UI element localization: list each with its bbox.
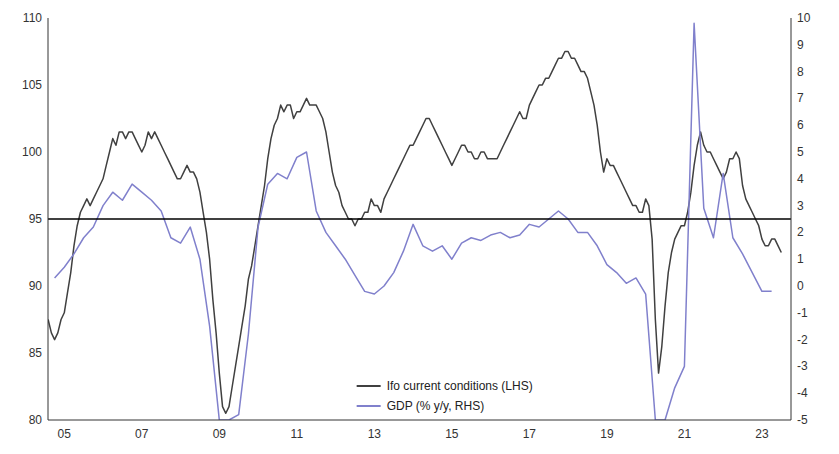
y2-tick-label: -5 [797, 413, 808, 427]
chart: 0507091113151719212380859095100105110-5-… [0, 0, 839, 454]
y2-tick-label: 1 [797, 252, 804, 266]
y2-tick-label: 3 [797, 199, 804, 213]
y-tick-label: 80 [29, 413, 43, 427]
legend-label: GDP (% y/y, RHS) [387, 399, 485, 413]
x-tick-label: 19 [600, 427, 614, 441]
y2-tick-label: 8 [797, 65, 804, 79]
x-tick-label: 07 [135, 427, 149, 441]
plot-area [48, 23, 791, 420]
y2-tick-label: -1 [797, 306, 808, 320]
legend: Ifo current conditions (LHS) GDP (% y/y, … [357, 379, 533, 413]
y-tick-label: 95 [29, 212, 43, 226]
legend-swatch [357, 405, 381, 407]
y-tick-label: 100 [22, 145, 42, 159]
series-line [48, 52, 781, 414]
x-tick-label: 13 [368, 427, 382, 441]
legend-swatch [357, 385, 381, 387]
y2-tick-label: 7 [797, 91, 804, 105]
legend-label: Ifo current conditions (LHS) [387, 379, 533, 393]
y2-tick-label: 2 [797, 225, 804, 239]
y2-tick-label: 0 [797, 279, 804, 293]
x-tick-label: 05 [58, 427, 72, 441]
y2-tick-label: 5 [797, 145, 804, 159]
reference-line [48, 218, 791, 220]
x-tick-label: 09 [213, 427, 227, 441]
y2-tick-label: -2 [797, 333, 808, 347]
y2-axis-line [791, 18, 792, 420]
y-tick-label: 90 [29, 279, 43, 293]
y2-tick-label: 4 [797, 172, 804, 186]
y2-tick-label: -4 [797, 386, 808, 400]
y-tick-label: 110 [23, 11, 42, 25]
x-tick-label: 15 [445, 427, 459, 441]
x-tick-label: 21 [678, 427, 692, 441]
x-tick-label: 11 [291, 427, 304, 441]
y-tick-label: 85 [29, 346, 43, 360]
x-tick-label: 17 [523, 427, 537, 441]
y2-tick-label: 9 [797, 38, 804, 52]
series-line [55, 23, 772, 420]
x-axis-line [48, 420, 791, 421]
y2-tick-label: -3 [797, 359, 808, 373]
y-tick-label: 105 [22, 78, 42, 92]
y-axis-line [48, 18, 49, 420]
x-tick-label: 23 [755, 427, 769, 441]
y2-tick-label: 6 [797, 118, 804, 132]
y2-tick-label: 10 [797, 11, 811, 25]
